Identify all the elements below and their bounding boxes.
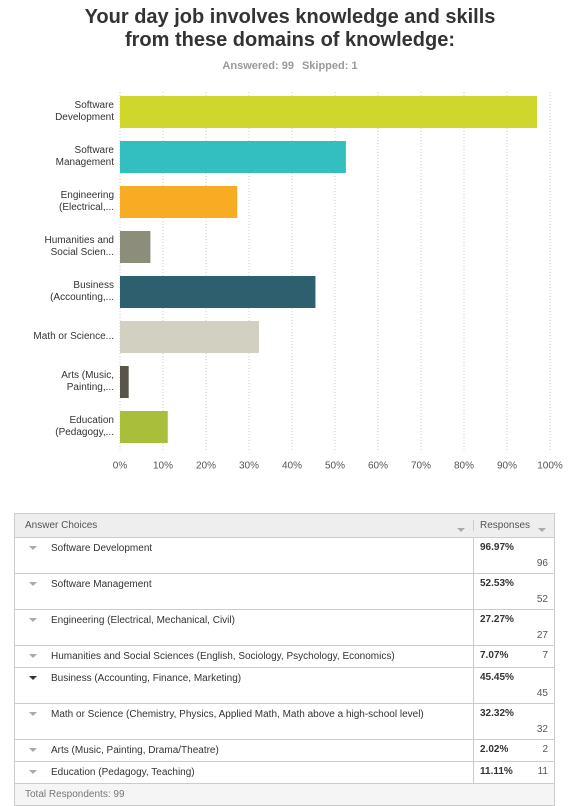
x-tick-label: 20% [196, 461, 216, 472]
response-percent: 45.45% [480, 672, 514, 683]
x-tick-label: 50% [325, 461, 345, 472]
table-row[interactable]: Engineering (Electrical, Mechanical, Civ… [15, 610, 554, 646]
table-row[interactable]: Business (Accounting, Finance, Marketing… [15, 668, 554, 704]
x-tick-label: 40% [282, 461, 302, 472]
response-cell: 52.53% 52 [473, 574, 554, 609]
response-cell: 11.11% 11 [473, 762, 554, 783]
choice-cell: Engineering (Electrical, Mechanical, Civ… [15, 610, 473, 645]
x-tick-label: 90% [497, 461, 517, 472]
table-row[interactable]: Arts (Music, Painting, Drama/Theatre) 2.0… [15, 740, 554, 762]
response-percent: 7.07% [480, 650, 509, 661]
table-body: Software Development 96.97% 96 Software Man… [15, 538, 554, 784]
choice-cell: Education (Pedagogy, Teaching) [15, 762, 473, 783]
bar [120, 96, 537, 128]
table-row[interactable]: Education (Pedagogy, Teaching) 11.11% 11 [15, 762, 554, 784]
skipped: Skipped: 1 [301, 60, 358, 72]
x-tick-label: 70% [411, 461, 431, 472]
expand-icon[interactable] [29, 618, 37, 622]
survey-meta: Answered: 99 Skipped: 1 [0, 60, 580, 72]
expand-icon[interactable] [29, 712, 37, 716]
bar [120, 186, 238, 218]
response-cell: 2.02% 2 [473, 740, 554, 761]
sort-icon [538, 528, 546, 532]
expand-icon[interactable] [29, 582, 37, 586]
table-row[interactable]: Humanities and Social Sciences (English,… [15, 646, 554, 668]
table-footer: Total Respondents: 99 [15, 784, 554, 805]
bar [120, 276, 316, 308]
x-tick-label: 10% [153, 461, 173, 472]
table-row[interactable]: Software Management 52.53% 52 [15, 574, 554, 610]
response-count: 52 [536, 594, 548, 605]
category-label: Software Development [55, 100, 114, 123]
bar [120, 231, 151, 263]
expand-icon[interactable] [29, 770, 37, 774]
expand-icon[interactable] [29, 676, 37, 680]
response-count: 96 [536, 558, 548, 569]
response-cell: 27.27% 27 [473, 610, 554, 645]
table-header: Answer Choices Responses [15, 514, 554, 538]
bar [120, 141, 346, 173]
response-cell: 96.97% 96 [473, 538, 554, 573]
choice-cell: Software Management [15, 574, 473, 609]
answered: Answered: 99 [222, 60, 294, 72]
bar [120, 321, 259, 353]
sort-icon [457, 528, 465, 532]
choice-text: Math or Science (Chemistry, Physics, App… [51, 709, 424, 720]
category-label: Engineering (Electrical,... [58, 190, 114, 213]
response-percent: 27.27% [480, 614, 514, 625]
expand-icon[interactable] [29, 654, 37, 658]
x-tick-label: 100% [537, 461, 563, 472]
responses-table: Answer Choices Responses Software Develo… [14, 513, 555, 806]
choice-cell: Business (Accounting, Finance, Marketing… [15, 668, 473, 703]
response-percent: 52.53% [480, 578, 514, 589]
category-label: Arts (Music, Painting,... [61, 370, 114, 393]
response-percent: 32.32% [480, 708, 514, 719]
response-cell: 45.45% 45 [473, 668, 554, 703]
response-count: 45 [536, 688, 548, 699]
x-tick-label: 0% [113, 461, 128, 472]
response-count: 2 [542, 744, 548, 755]
response-count: 11 [537, 766, 548, 777]
response-percent: 2.02% [480, 744, 509, 755]
choice-cell: Math or Science (Chemistry, Physics, App… [15, 704, 473, 739]
choice-cell: Humanities and Social Sciences (English,… [15, 646, 473, 667]
header-text: Answer Choices [25, 520, 98, 531]
choice-cell: Software Development [15, 538, 473, 573]
bar [120, 411, 168, 443]
response-percent: 11.11% [480, 766, 513, 777]
x-tick-label: 60% [368, 461, 388, 472]
response-count: 27 [536, 630, 548, 641]
choice-text: Business (Accounting, Finance, Marketing… [51, 673, 242, 684]
chart-title: Your day job involves knowledge and skil… [84, 6, 496, 51]
chart: 0% 10% 20% 30% 40% 50% 60% 70% 80% 90% 100% [113, 92, 563, 472]
response-percent: 96.97% [480, 542, 514, 553]
response-count: 32 [536, 724, 548, 735]
table-row[interactable]: Software Development 96.97% 96 [15, 538, 554, 574]
choice-text: Software Management [51, 579, 152, 590]
header-cell[interactable]: Answer Choices [15, 520, 473, 532]
category-label: Education (Pedagogy,... [55, 415, 114, 438]
expand-icon[interactable] [29, 748, 37, 752]
choice-text: Software Development [51, 543, 153, 554]
x-tick-label: 80% [454, 461, 474, 472]
x-tick-label: 30% [239, 461, 259, 472]
bar [120, 366, 129, 398]
response-cell: 7.07% 7 [473, 646, 554, 667]
choice-text: Arts (Music, Painting, Drama/Theatre) [51, 745, 219, 756]
choice-text: Humanities and Social Sciences (English,… [51, 651, 395, 662]
response-cell: 32.32% 32 [473, 704, 554, 739]
header-cell[interactable]: Responses [473, 520, 554, 532]
choice-text: Engineering (Electrical, Mechanical, Civ… [51, 615, 235, 626]
response-count: 7 [542, 650, 548, 661]
choice-text: Education (Pedagogy, Teaching) [51, 767, 195, 778]
table-row[interactable]: Math or Science (Chemistry, Physics, App… [15, 704, 554, 740]
choice-cell: Arts (Music, Painting, Drama/Theatre) [15, 740, 473, 761]
category-label: Humanities and Social Scien... [44, 235, 114, 258]
category-label: Business (Accounting,... [50, 280, 114, 303]
category-label: Software Management [55, 145, 114, 168]
category-label: Math or Science... [33, 331, 114, 342]
header-text: Responses [480, 520, 531, 531]
expand-icon[interactable] [29, 546, 37, 550]
